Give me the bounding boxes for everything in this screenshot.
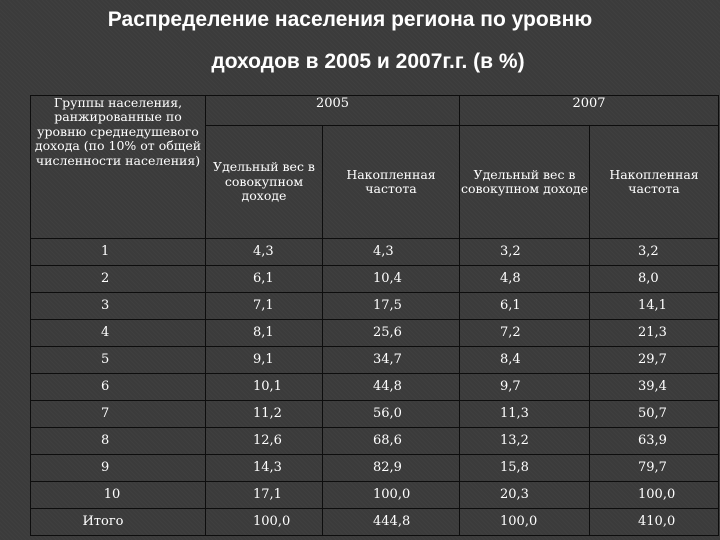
cumulative-2005-cell: 444,8 [322, 508, 460, 536]
share-2005-cell: 10,1 [205, 373, 323, 401]
cumulative-2005-cell: 34,7 [322, 346, 460, 374]
share-2005-cell: 12,6 [205, 427, 323, 455]
group-cell: 3 [30, 292, 206, 320]
share-2007-cell: 7,2 [459, 319, 590, 347]
table-row: Итого 100,0 444,8 100,0 410,0 [30, 508, 719, 536]
cumulative-2007-cell: 63,9 [589, 427, 719, 455]
cumulative-2007-cell: 8,0 [589, 265, 719, 293]
cumulative-header-2007: Накопленная частота [589, 125, 719, 239]
slide-title-line2: доходов в 2005 и 2007г.г. (в %) [211, 50, 525, 73]
group-cell: 10 [30, 481, 206, 509]
share-2007-cell: 100,0 [459, 508, 590, 536]
cumulative-2007-cell: 50,7 [589, 400, 719, 428]
cumulative-2005-cell: 17,5 [322, 292, 460, 320]
cumulative-2007-cell: 100,0 [589, 481, 719, 509]
share-2007-cell: 6,1 [459, 292, 590, 320]
table-row: 7 11,2 56,0 11,3 50,7 [30, 400, 719, 428]
group-cell: 1 [30, 238, 206, 266]
share-2005-cell: 100,0 [205, 508, 323, 536]
share-2007-cell: 11,3 [459, 400, 590, 428]
share-2005-cell: 9,1 [205, 346, 323, 374]
cumulative-2005-cell: 56,0 [322, 400, 460, 428]
share-2005-cell: 8,1 [205, 319, 323, 347]
cumulative-2007-cell: 21,3 [589, 319, 719, 347]
table-body: 1 4,3 4,3 3,2 3,2 2 6,1 10,4 4,8 8,0 3 7,1 17,5 6,1 14… [30, 238, 719, 536]
cumulative-2005-cell: 68,6 [322, 427, 460, 455]
share-2005-cell: 14,3 [205, 454, 323, 482]
table-row: 9 14,3 82,9 15,8 79,7 [30, 454, 719, 482]
share-2007-cell: 13,2 [459, 427, 590, 455]
cumulative-2005-cell: 44,8 [322, 373, 460, 401]
cumulative-2007-cell: 29,7 [589, 346, 719, 374]
table-row: 2 6,1 10,4 4,8 8,0 [30, 265, 719, 293]
table-row: 3 7,1 17,5 6,1 14,1 [30, 292, 719, 320]
table-row: 6 10,1 44,8 9,7 39,4 [30, 373, 719, 401]
group-cell: 7 [30, 400, 206, 428]
group-column-header: Группы населения, ранжированные по уровн… [30, 95, 206, 239]
share-2007-cell: 4,8 [459, 265, 590, 293]
cumulative-2007-cell: 14,1 [589, 292, 719, 320]
share-2007-cell: 9,7 [459, 373, 590, 401]
cumulative-2007-cell: 3,2 [589, 238, 719, 266]
share-header-2005: Удельный вес в совокупном доходе [205, 125, 323, 239]
table-row: 8 12,6 68,6 13,2 63,9 [30, 427, 719, 455]
cumulative-2007-cell: 39,4 [589, 373, 719, 401]
table-row: 4 8,1 25,6 7,2 21,3 [30, 319, 719, 347]
group-cell: 8 [30, 427, 206, 455]
share-2005-cell: 17,1 [205, 481, 323, 509]
share-2005-cell: 7,1 [205, 292, 323, 320]
slide-title-line1: Распределение населения региона по уровн… [107, 8, 593, 31]
table-row: 5 9,1 34,7 8,4 29,7 [30, 346, 719, 374]
income-distribution-table: Группы населения, ранжированные по уровн… [30, 95, 719, 536]
cumulative-2007-cell: 410,0 [589, 508, 719, 536]
group-cell: 2 [30, 265, 206, 293]
share-2007-cell: 8,4 [459, 346, 590, 374]
cumulative-2005-cell: 25,6 [322, 319, 460, 347]
group-cell: 6 [30, 373, 206, 401]
share-2007-cell: 3,2 [459, 238, 590, 266]
cumulative-header-2005: Накопленная частота [322, 125, 460, 239]
cumulative-2005-cell: 10,4 [322, 265, 460, 293]
group-cell: Итого [30, 508, 206, 536]
group-cell: 4 [30, 319, 206, 347]
group-cell: 5 [30, 346, 206, 374]
cumulative-2005-cell: 4,3 [322, 238, 460, 266]
year-2007-header: 2007 [459, 95, 719, 126]
share-2005-cell: 4,3 [205, 238, 323, 266]
share-2005-cell: 11,2 [205, 400, 323, 428]
share-2007-cell: 20,3 [459, 481, 590, 509]
year-2005-header: 2005 [205, 95, 460, 126]
share-2005-cell: 6,1 [205, 265, 323, 293]
group-cell: 9 [30, 454, 206, 482]
table-row: 1 4,3 4,3 3,2 3,2 [30, 238, 719, 266]
share-2007-cell: 15,8 [459, 454, 590, 482]
cumulative-2007-cell: 79,7 [589, 454, 719, 482]
cumulative-2005-cell: 82,9 [322, 454, 460, 482]
cumulative-2005-cell: 100,0 [322, 481, 460, 509]
share-header-2007: Удельный вес в совокупном доходе [459, 125, 590, 239]
table-row: 10 17,1 100,0 20,3 100,0 [30, 481, 719, 509]
